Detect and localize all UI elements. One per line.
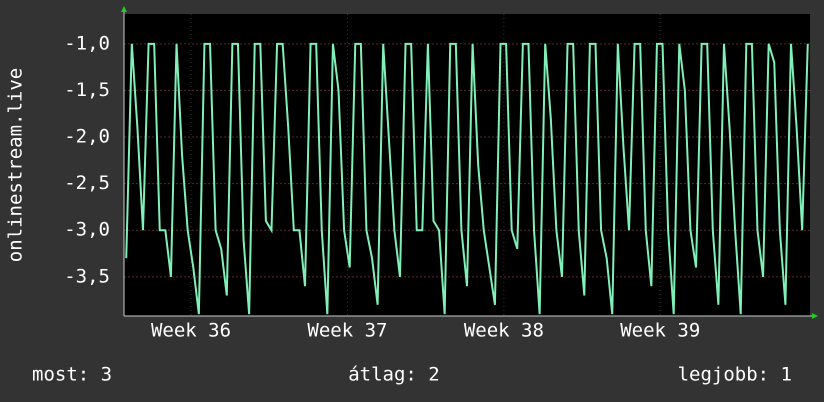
y-tick-label: -3,5 [64,265,110,287]
y-axis-label: onlinestream.live [5,68,27,262]
y-tick-label: -1,0 [64,32,110,54]
x-tick-label: Week 39 [620,320,700,342]
x-tick-label: Week 37 [307,320,387,342]
axis-arrow [812,313,818,319]
axis-arrow [121,6,127,12]
y-tick-label: -2,5 [64,172,110,194]
y-tick-label: -2,0 [64,126,110,148]
x-tick-label: Week 38 [464,320,544,342]
y-tick-label: -3,0 [64,219,110,241]
y-tick-label: -1,5 [64,79,110,101]
x-tick-label: Week 36 [151,320,231,342]
footer-stat: átlag: 2 [348,364,440,386]
footer-stat: legjobb: 1 [678,364,792,386]
footer-stat: most: 3 [32,364,112,386]
data-line [125,42,809,315]
